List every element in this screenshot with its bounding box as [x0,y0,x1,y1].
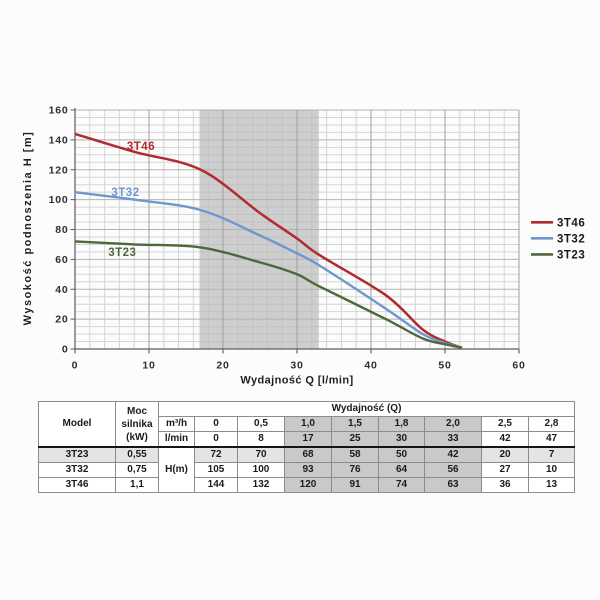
svg-text:40: 40 [364,360,377,372]
svg-text:3T46: 3T46 [127,141,155,153]
svg-text:50: 50 [438,360,451,372]
svg-text:0: 0 [72,360,79,372]
svg-text:3T32: 3T32 [557,233,585,245]
svg-text:60: 60 [55,254,68,266]
svg-text:120: 120 [49,164,69,176]
svg-text:Wydajność Q [l/min]: Wydajność Q [l/min] [240,375,353,387]
svg-text:100: 100 [49,194,69,206]
svg-text:80: 80 [55,224,68,236]
svg-text:0: 0 [62,344,69,356]
svg-text:3T32: 3T32 [111,187,139,199]
svg-text:140: 140 [49,135,69,147]
svg-text:10: 10 [142,360,155,372]
svg-text:3T23: 3T23 [557,249,585,261]
svg-text:160: 160 [49,105,69,117]
svg-text:3T46: 3T46 [557,217,585,229]
svg-text:Wysokość podnoszenia H [m]: Wysokość podnoszenia H [m] [22,131,34,326]
svg-text:20: 20 [55,314,68,326]
svg-text:60: 60 [512,360,525,372]
svg-text:30: 30 [290,360,303,372]
svg-text:40: 40 [55,284,68,296]
svg-text:20: 20 [216,360,229,372]
svg-text:3T23: 3T23 [108,247,136,259]
